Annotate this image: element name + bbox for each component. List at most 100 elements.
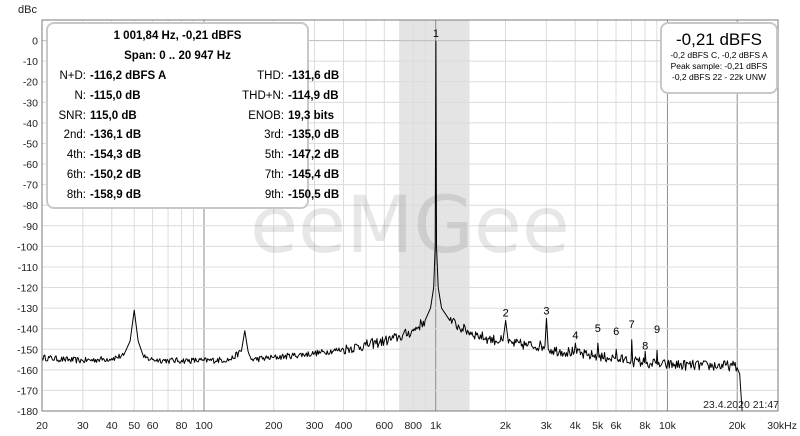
y-tick-label: -150 (17, 344, 38, 356)
measurement-value: -135,0 dB (288, 129, 340, 142)
y-tick-label: -40 (23, 118, 38, 130)
y-tick-label: -110 (18, 262, 38, 274)
y-tick-label: -60 (23, 159, 38, 171)
measurement-value: -116,2 dBFS A (90, 70, 167, 82)
measurement-row: 8th: -158,9 dB 9th: -150,5 dB (48, 188, 339, 205)
spectrum-series-line (41, 40, 743, 412)
measurement-label: 7th: (264, 169, 284, 181)
series-layer (41, 40, 743, 412)
level-main-value: -0,21 dBFS (676, 30, 762, 49)
measurement-value: -131,6 dB (288, 70, 340, 82)
measurement-label: 5th: (264, 149, 284, 162)
x-tick-label: 6k (610, 420, 622, 432)
harmonic-marker-2: 2 (503, 308, 509, 320)
measurement-row: N+D: -116,2 dBFS A THD: -131,6 dB (48, 70, 339, 86)
y-tick-label: -100 (17, 241, 38, 253)
harmonic-marker-7: 7 (629, 319, 635, 331)
level-panel: -0,21 dBFS -0,2 dBFS C, -0,2 dBFS A Peak… (660, 22, 778, 94)
x-tick-label: 10k (659, 420, 677, 432)
axes: 0 -10 -20 -30 -40 -50 -60 -70 -80 -90 -100 -110 -120… (17, 19, 797, 432)
measurement-label: N: (74, 89, 87, 102)
x-tick-label: 30 (77, 420, 89, 432)
y-tick-label: -130 (17, 303, 38, 315)
y-tick-label: -160 (17, 365, 38, 377)
plot-frame (41, 19, 779, 412)
x-tick-label: 50 (128, 420, 140, 432)
measurement-value: -145,4 dB (288, 169, 340, 181)
x-tick-label: 600 (376, 420, 394, 432)
measurement-label: THD+N: (242, 89, 284, 102)
x-tick-label: 100 (195, 420, 213, 432)
measurement-row: 2nd: -136,1 dB 3rd: -135,0 dB (48, 129, 340, 145)
measurement-row: 4th: -154,3 dB 5th: -147,2 dB (48, 149, 339, 165)
harmonic-marker-6: 6 (613, 326, 619, 338)
x-tick-label: 800 (404, 420, 422, 432)
measurement-row: N: -115,0 dB THD+N: -114,9 dB (48, 89, 339, 106)
y-tick-label: -20 (23, 77, 38, 89)
y-tick-label: -180 (17, 406, 38, 418)
measurement-label: 9th: (264, 188, 284, 201)
y-tick-label: -80 (23, 200, 38, 212)
y-tick-label: -170 (17, 385, 38, 397)
measurement-value: -114,9 dB (288, 89, 339, 102)
measurement-label: THD: (257, 70, 284, 82)
x-tick-label: 300 (306, 420, 324, 432)
harmonic-marker-8: 8 (642, 340, 648, 352)
measurement-row: 6th: -150,2 dB 7th: -145,4 dB (48, 169, 339, 185)
measurement-label: 3rd: (264, 129, 284, 142)
x-tick-label: 20k (729, 420, 747, 432)
x-tick-label: 40 (106, 420, 118, 432)
measurement-value: 115,0 dB (90, 109, 137, 122)
y-tick-label: 0 (32, 36, 38, 48)
measurement-row: SNR: 115,0 dB ENOB: 19,3 bits (48, 109, 335, 126)
y-tick-label: -90 (23, 221, 38, 233)
y-tick-label: -50 (23, 138, 38, 150)
harmonic-marker-4: 4 (572, 330, 578, 342)
x-tick-label: 4k (570, 420, 582, 432)
measurement-value: -115,0 dB (90, 89, 141, 102)
level-weighted-values: -0,2 dBFS C, -0,2 dBFS A (670, 50, 768, 60)
harmonic-marker-3: 3 (543, 305, 549, 317)
harmonic-marker-5: 5 (595, 323, 601, 335)
measurement-value: -136,1 dB (90, 129, 142, 142)
measurement-label: SNR: (58, 109, 86, 122)
measurement-value: -150,5 dB (288, 188, 340, 201)
measurement-label: 2nd: (63, 129, 86, 142)
measurement-header-span: Span: 0 .. 20 947 Hz (124, 50, 231, 62)
measurement-value: 19,3 bits (288, 109, 335, 122)
y-axis-unit-label: dBc (18, 4, 37, 16)
x-tick-label: 80 (176, 420, 188, 432)
x-tick-label: 200 (265, 420, 283, 432)
measurement-value: -154,3 dB (90, 149, 142, 162)
y-tick-label: -30 (23, 97, 38, 109)
x-tick-label: 3k (541, 420, 553, 432)
fundamental-highlight-band (399, 20, 470, 411)
y-tick-label: -140 (17, 324, 38, 336)
harmonic-marker-9: 9 (654, 324, 660, 336)
measurement-panel: 1 001,84 Hz, -0,21 dBFS Span: 0 .. 20 94… (46, 22, 340, 209)
y-tick-label: -10 (23, 56, 38, 68)
y-tick-label: -70 (23, 180, 38, 192)
x-tick-label: 5k (592, 420, 604, 432)
level-peak-sample: Peak sample: -0,21 dBFS (670, 61, 768, 71)
x-tick-label: 400 (335, 420, 353, 432)
harmonic-marker-1: 1 (433, 28, 439, 40)
measurement-label: 6th: (66, 169, 86, 181)
x-tick-label: 60 (147, 420, 159, 432)
level-unweighted: -0,2 dBFS 22 - 22k UNW (671, 72, 766, 82)
x-tick-label: 8k (639, 420, 651, 432)
measurement-header-frequency: 1 001,84 Hz, -0,21 dBFS (113, 30, 242, 42)
highlight-band-rect (399, 20, 470, 411)
measurement-value: -158,9 dB (90, 188, 142, 201)
measurement-label: 8th: (66, 188, 86, 201)
measurement-label: ENOB: (248, 109, 284, 122)
measurement-value: -150,2 dB (90, 169, 142, 181)
measurement-value: -147,2 dB (288, 149, 340, 162)
x-tick-label: 2k (500, 420, 512, 432)
y-tick-label: -120 (17, 283, 38, 295)
x-tick-label: 20 (36, 420, 48, 432)
x-tick-label: 1k (430, 420, 442, 432)
x-tick-label: 30kHz (767, 420, 797, 432)
